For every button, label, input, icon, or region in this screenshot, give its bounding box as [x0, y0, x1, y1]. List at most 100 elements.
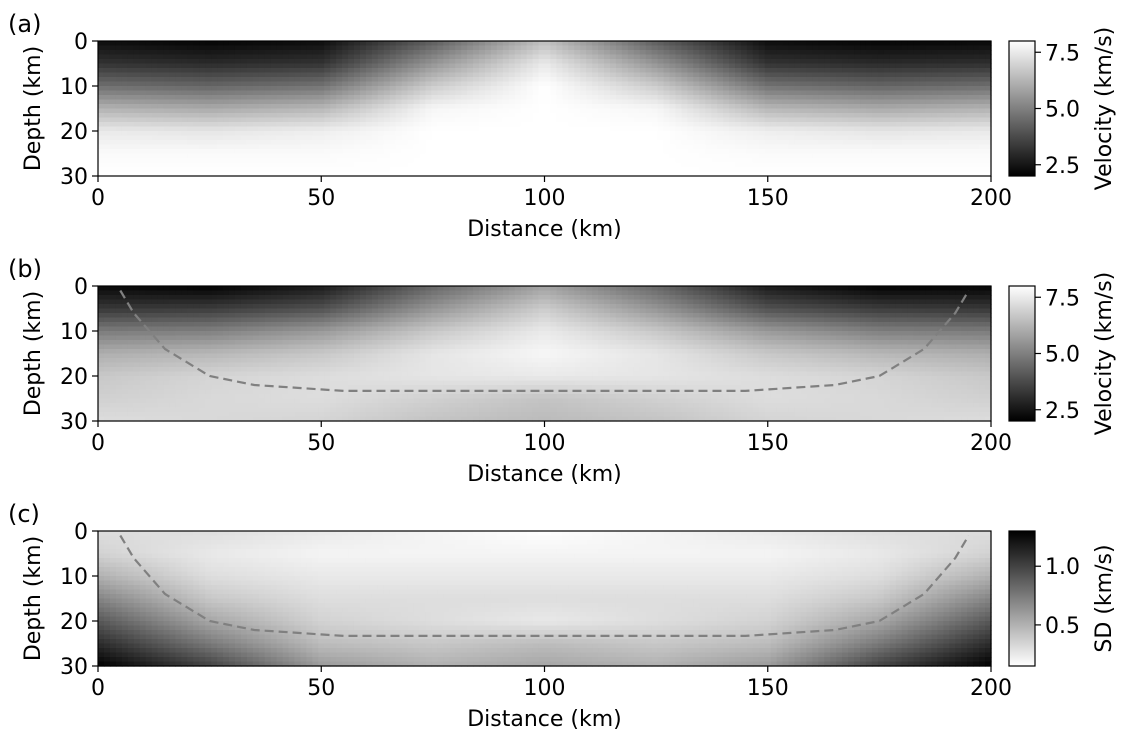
heatmap-cell: [878, 118, 885, 123]
heatmap-cell: [777, 154, 784, 159]
heatmap-cell: [717, 131, 724, 136]
heatmap-cell: [598, 104, 605, 109]
heatmap-cell: [884, 167, 891, 172]
heatmap-cell: [741, 50, 748, 55]
heatmap-cell: [723, 286, 730, 291]
heatmap-cell: [265, 118, 272, 123]
heatmap-cell: [580, 122, 587, 127]
heatmap-cell: [330, 104, 337, 109]
heatmap-cell: [735, 77, 742, 82]
heatmap-cell: [670, 41, 677, 46]
heatmap-cell: [521, 86, 528, 91]
heatmap-cell: [777, 109, 784, 114]
heatmap-cell: [973, 82, 980, 87]
heatmap-cell: [300, 64, 307, 69]
heatmap-cell: [366, 50, 373, 55]
heatmap-cell: [128, 64, 135, 69]
heatmap-cell: [158, 55, 165, 60]
heatmap-cell: [628, 149, 635, 154]
heatmap-cell: [896, 64, 903, 69]
heatmap-cell: [949, 122, 956, 127]
heatmap-cell: [455, 118, 462, 123]
heatmap-cell: [217, 167, 224, 172]
heatmap-cell: [598, 86, 605, 91]
heatmap-cell: [461, 68, 468, 73]
heatmap-cell: [562, 140, 569, 145]
heatmap-cell: [134, 77, 141, 82]
heatmap-cell: [461, 82, 468, 87]
heatmap-cell: [140, 286, 147, 291]
heatmap-cell: [414, 149, 421, 154]
heatmap-cell: [902, 91, 909, 96]
heatmap-cell: [872, 140, 879, 145]
heatmap-cell: [955, 46, 962, 51]
heatmap-cell: [902, 295, 909, 300]
heatmap-cell: [390, 145, 397, 150]
heatmap-cell: [110, 127, 117, 132]
heatmap-cell: [664, 46, 671, 51]
heatmap-cell: [271, 55, 278, 60]
heatmap-cell: [550, 167, 557, 172]
heatmap-cell: [943, 46, 950, 51]
heatmap-cell: [533, 163, 540, 168]
heatmap-cell: [491, 46, 498, 51]
heatmap-cell: [795, 41, 802, 46]
heatmap-cell: [515, 163, 522, 168]
heatmap-cell: [556, 136, 563, 141]
heatmap-cell: [265, 154, 272, 159]
heatmap-cell: [896, 136, 903, 141]
heatmap-cell: [324, 50, 331, 55]
heatmap-cell: [604, 64, 611, 69]
heatmap-cell: [354, 136, 361, 141]
heatmap-cell: [687, 127, 694, 132]
heatmap-cell: [199, 91, 206, 96]
heatmap-cell: [455, 158, 462, 163]
heatmap-cell: [979, 149, 986, 154]
heatmap-cell: [491, 163, 498, 168]
heatmap-cell: [467, 95, 474, 100]
heatmap-cell: [914, 109, 921, 114]
heatmap-cell: [848, 127, 855, 132]
heatmap-cell: [664, 131, 671, 136]
heatmap-cell: [705, 167, 712, 172]
heatmap-cell: [336, 158, 343, 163]
heatmap-cell: [318, 100, 325, 105]
heatmap-cell: [729, 77, 736, 82]
heatmap-cell: [943, 113, 950, 118]
heatmap-cell: [717, 113, 724, 118]
heatmap-cell: [473, 91, 480, 96]
heatmap-cell: [330, 286, 337, 291]
heatmap-cell: [140, 41, 147, 46]
heatmap-cell: [443, 118, 450, 123]
heatmap-cell: [253, 68, 260, 73]
heatmap-cell: [336, 59, 343, 64]
heatmap-cell: [336, 127, 343, 132]
heatmap-cell: [181, 109, 188, 114]
heatmap-cell: [366, 140, 373, 145]
heatmap-cell: [521, 286, 528, 291]
heatmap-cell: [693, 154, 700, 159]
heatmap-cell: [306, 163, 313, 168]
heatmap-cell: [491, 64, 498, 69]
heatmap-cell: [878, 167, 885, 172]
heatmap-cell: [878, 291, 885, 296]
heatmap-cell: [259, 140, 266, 145]
heatmap-cell: [473, 154, 480, 159]
heatmap-cell: [116, 55, 123, 60]
heatmap-cell: [836, 140, 843, 145]
y-tick-label: 10: [60, 75, 88, 100]
heatmap-cell: [140, 118, 147, 123]
heatmap-cell: [330, 145, 337, 150]
heatmap-cell: [670, 122, 677, 127]
heatmap-cell: [449, 158, 456, 163]
heatmap-cell: [479, 41, 486, 46]
heatmap-cell: [550, 118, 557, 123]
heatmap-cell: [312, 149, 319, 154]
heatmap-cell: [294, 41, 301, 46]
heatmap-cell: [98, 64, 105, 69]
heatmap-cell: [699, 127, 706, 132]
heatmap-cell: [568, 163, 575, 168]
heatmap-cell: [455, 136, 462, 141]
heatmap-cell: [217, 91, 224, 96]
heatmap-cell: [521, 140, 528, 145]
